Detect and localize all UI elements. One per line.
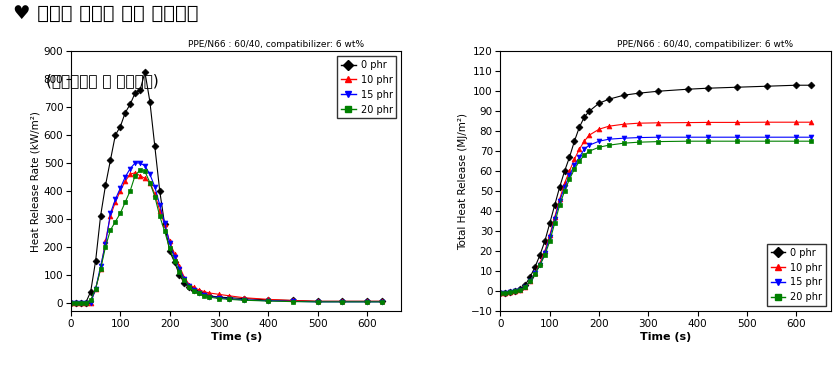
Y-axis label: Total Heat Release (MJ/m²): Total Heat Release (MJ/m²): [458, 113, 468, 250]
Text: PPE/N66 : 60/40, compatibilizer: 6 wt%: PPE/N66 : 60/40, compatibilizer: 6 wt%: [617, 40, 793, 49]
Y-axis label: Heat Release Rate (kW/m²): Heat Release Rate (kW/m²): [31, 111, 41, 251]
Legend: 0 phr, 10 phr, 15 phr, 20 phr: 0 phr, 10 phr, 15 phr, 20 phr: [337, 56, 397, 119]
Legend: 0 phr, 10 phr, 15 phr, 20 phr: 0 phr, 10 phr, 15 phr, 20 phr: [767, 244, 826, 306]
X-axis label: Time (s): Time (s): [640, 332, 691, 341]
Text: PPE/N66 : 60/40, compatibilizer: 6 wt%: PPE/N66 : 60/40, compatibilizer: 6 wt%: [188, 40, 364, 49]
Text: ♥ 난연제 함량에 따른 열적분서: ♥ 난연제 함량에 따른 열적분서: [13, 4, 198, 23]
X-axis label: Time (s): Time (s): [210, 332, 262, 341]
Text: (열방출속도 및 총발열량): (열방출속도 및 총발열량): [46, 73, 159, 88]
